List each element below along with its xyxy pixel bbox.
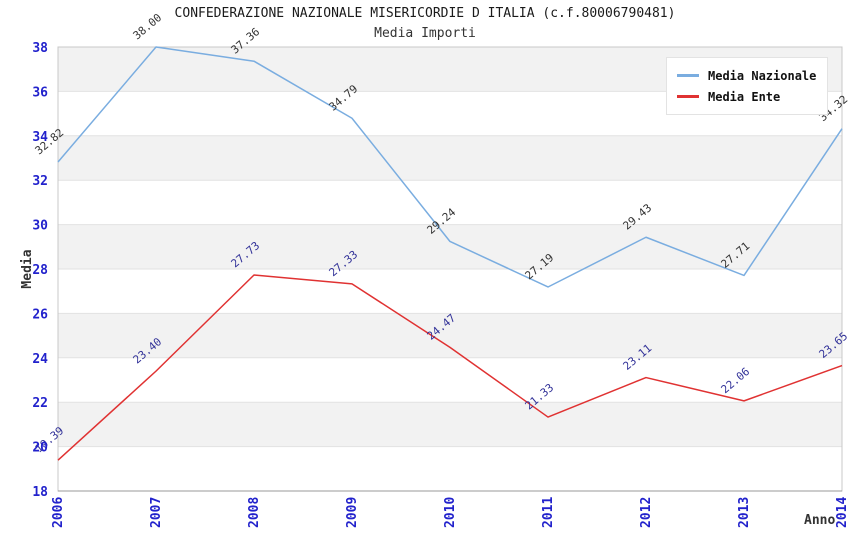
grid-band	[58, 446, 842, 491]
y-tick-label: 34	[32, 130, 48, 145]
legend-item-media-nazionale: Media Nazionale	[677, 65, 816, 86]
x-tick-label: 2009	[345, 497, 360, 528]
x-tick-label: 2011	[541, 497, 556, 528]
y-axis-title: Media	[20, 249, 35, 289]
legend-label: Media Nazionale	[708, 68, 817, 83]
grid-band	[58, 357, 842, 403]
y-tick-label: 30	[32, 219, 48, 234]
x-tick-label: 2008	[247, 497, 262, 528]
x-tick-label: 2012	[639, 497, 654, 528]
legend-swatch-red	[677, 95, 699, 98]
legend-swatch-blue	[677, 74, 699, 77]
grid-band	[58, 313, 842, 358]
chart-subtitle: Media Importi	[374, 26, 476, 41]
x-tick-label: 2010	[443, 497, 458, 528]
grid-band	[58, 135, 842, 181]
grid-band	[58, 180, 842, 225]
x-axis-title: Anno	[804, 513, 836, 528]
y-tick-label: 18	[32, 485, 48, 500]
x-tick-label: 2013	[737, 497, 752, 528]
grid-band	[58, 402, 842, 447]
legend: Media Nazionale Media Ente	[666, 57, 829, 115]
x-tick-label: 2006	[51, 497, 66, 528]
y-tick-label: 38	[32, 41, 48, 56]
x-tick-label: 2007	[149, 497, 164, 528]
y-tick-label: 22	[32, 396, 48, 411]
y-tick-label: 24	[32, 352, 48, 367]
legend-label: Media Ente	[708, 89, 781, 104]
y-tick-label: 28	[32, 263, 48, 278]
x-tick-label: 2014	[835, 497, 850, 528]
y-tick-label: 26	[32, 307, 48, 322]
grid-band	[58, 269, 842, 314]
point-label: 38.00	[131, 11, 165, 42]
series-line-media-ente	[57, 274, 843, 461]
y-tick-label: 20	[32, 441, 48, 456]
series-line-media-nazionale	[57, 46, 843, 288]
grid-band	[58, 224, 842, 269]
y-tick-label: 36	[32, 85, 48, 100]
y-tick-label: 32	[32, 174, 48, 189]
legend-item-media-ente: Media Ente	[677, 86, 816, 107]
chart-title: CONFEDERAZIONE NAZIONALE MISERICORDIE D …	[174, 6, 676, 21]
